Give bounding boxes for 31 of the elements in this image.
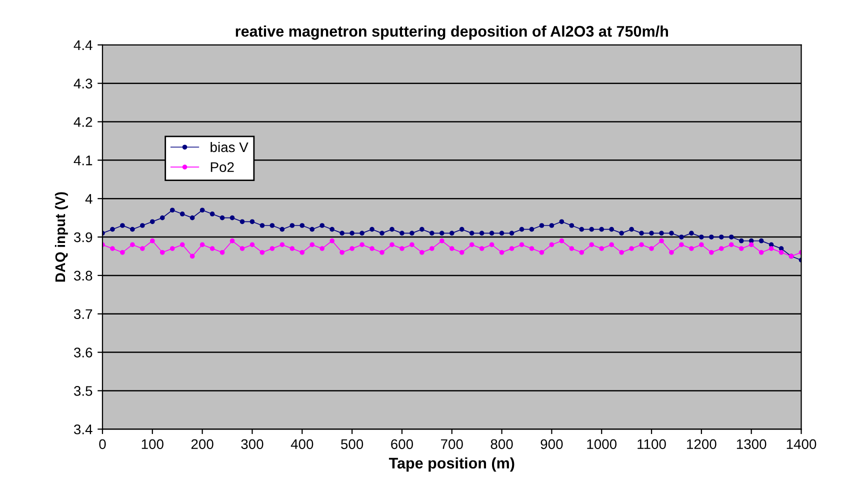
x-tick-label: 500 [341, 439, 364, 450]
legend-label: Po2 [210, 162, 234, 172]
x-tick-label: 0 [99, 439, 106, 450]
y-tick-label: 3.8 [74, 270, 92, 281]
x-tick-label: 1100 [638, 439, 666, 450]
x-axis-title: Tape position (m) [388, 457, 514, 472]
y-tick-label: 4.1 [74, 156, 92, 166]
chart-title: reative magnetron sputtering deposition of Al2O3 at 750m/h [236, 26, 668, 40]
y-tick-label: 4.4 [74, 40, 92, 50]
y-tick-label: 3.5 [74, 386, 92, 396]
x-tick-label: 700 [441, 439, 463, 450]
x-tick-label: 1300 [736, 439, 766, 450]
y-tick-label: 4.2 [74, 117, 92, 127]
y-tick-label: 3.4 [74, 424, 92, 434]
legend-label: bias V [210, 142, 248, 152]
x-tick-label: 400 [290, 439, 314, 450]
y-tick-label: 4 [85, 194, 92, 204]
y-tick-label: 3.9 [74, 232, 92, 242]
x-tick-label: 200 [191, 439, 214, 450]
y-axis-title: DAQ input (V) [54, 192, 68, 282]
x-tick-label: 1000 [587, 439, 617, 450]
x-tick-label: 900 [540, 439, 563, 450]
x-tick-label: 1400 [786, 439, 816, 450]
y-tick-label: 3.6 [74, 348, 92, 358]
y-tick-label: 3.7 [74, 309, 92, 320]
x-tick-label: 1200 [687, 439, 716, 450]
x-tick-label: 300 [241, 439, 264, 450]
x-tick-label: 600 [391, 439, 414, 450]
x-tick-label: 800 [490, 439, 513, 450]
x-tick-label: 100 [142, 439, 164, 450]
y-tick-label: 4.3 [74, 78, 92, 88]
